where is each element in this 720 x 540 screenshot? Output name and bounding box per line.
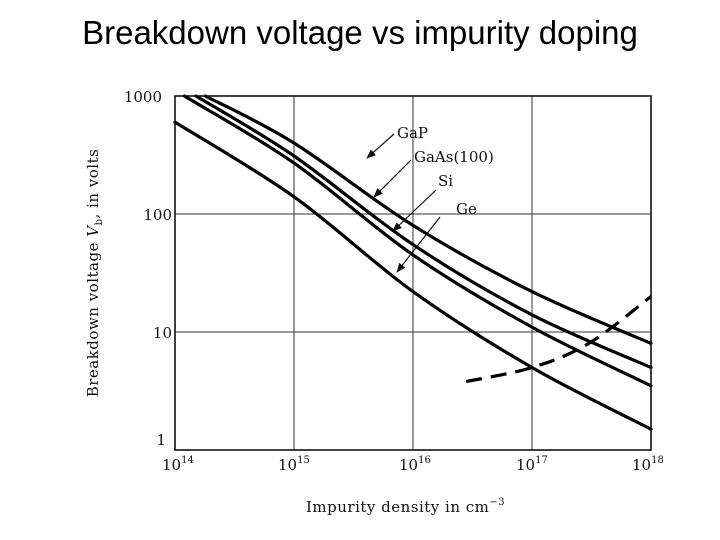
annotation-ge: Ge — [456, 200, 477, 218]
y-tick-label-100: 100 — [143, 206, 172, 224]
x-tick-label-1e14: 1014 — [162, 455, 194, 474]
data-series — [173, 94, 653, 431]
y-tick-label-1000: 1000 — [124, 88, 162, 106]
annotation-gap: GaP — [397, 124, 428, 142]
annotation-arrow-gaas — [373, 159, 412, 198]
series-line-gaas-100 — [194, 94, 653, 370]
series-line-si — [182, 94, 653, 388]
series-line-ge — [173, 120, 653, 431]
x-tick-label-1e16: 1016 — [399, 455, 431, 474]
series-line-dashed — [465, 295, 652, 384]
annotation-arrow-ge — [396, 216, 441, 273]
grid-lines — [175, 96, 651, 450]
x-tick-label-1e18: 1018 — [632, 455, 664, 474]
x-tick-label-1e17: 1017 — [516, 455, 548, 474]
y-tick-label-1: 1 — [156, 431, 166, 449]
plot-frame — [174, 95, 652, 451]
x-axis-label: Impurity density in cm−3 — [306, 497, 505, 516]
y-axis-label: Breakdown voltage Vb, in volts — [84, 149, 105, 398]
slide-title: Breakdown voltage vs impurity doping — [82, 14, 638, 51]
x-tick-label-1e15: 1015 — [278, 455, 310, 474]
series-line-gap — [203, 94, 653, 345]
annotation-gaas: GaAs(100) — [414, 148, 494, 166]
annotation-arrow-si — [392, 189, 437, 232]
y-tick-label-10: 10 — [153, 324, 172, 342]
annotation-arrow-gap — [366, 133, 395, 159]
annotation-si: Si — [438, 172, 453, 190]
